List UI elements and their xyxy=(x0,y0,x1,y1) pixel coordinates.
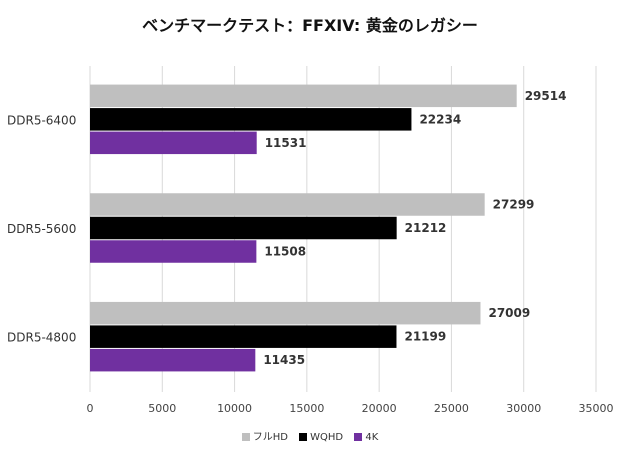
data-label: 21199 xyxy=(404,330,446,344)
x-tick-label: 5000 xyxy=(148,402,176,415)
legend-swatch-4k xyxy=(354,432,363,441)
legend-swatch-fullhd xyxy=(241,432,250,441)
bar xyxy=(90,131,257,155)
x-tick-label: 0 xyxy=(87,402,94,415)
legend-item-4k: 4K xyxy=(354,432,378,443)
legend: フルHD WQHD 4K xyxy=(0,428,620,443)
legend-label-4k: 4K xyxy=(365,432,379,443)
legend-label-fullhd: フルHD xyxy=(252,432,288,443)
data-label: 29514 xyxy=(525,89,567,103)
bar xyxy=(90,325,397,348)
data-label: 27009 xyxy=(488,306,530,320)
x-tick-label: 15000 xyxy=(289,402,324,415)
x-tick-label: 35000 xyxy=(579,402,614,415)
data-label: 11531 xyxy=(265,136,307,150)
x-tick-label: 20000 xyxy=(362,402,397,415)
category-label: DDR5-4800 xyxy=(7,331,76,345)
legend-item-wqhd: WQHD xyxy=(299,432,343,443)
data-label: 11508 xyxy=(264,245,306,259)
x-tick-label: 25000 xyxy=(434,402,469,415)
data-label: 21212 xyxy=(405,221,447,235)
bar xyxy=(90,348,256,372)
x-tick-label: 10000 xyxy=(217,402,252,415)
data-label: 27299 xyxy=(493,198,535,212)
category-label: DDR5-5600 xyxy=(7,222,76,236)
legend-label-wqhd: WQHD xyxy=(310,432,344,443)
legend-swatch-wqhd xyxy=(299,432,308,441)
bar xyxy=(90,193,485,216)
chart-title: ベンチマークテスト：FFXIV: 黄金のレガシー xyxy=(142,16,478,35)
bar xyxy=(90,84,517,108)
data-label: 11435 xyxy=(263,353,305,367)
bar xyxy=(90,301,481,325)
bars xyxy=(90,84,517,372)
x-tick-label: 30000 xyxy=(506,402,541,415)
bar xyxy=(90,108,412,131)
bar xyxy=(90,240,257,263)
legend-item-fullhd: フルHD xyxy=(241,428,288,443)
category-label: DDR5-6400 xyxy=(7,113,76,127)
labels: 0 5000 10000 15000 20000 25000 30000 35000 DDR5-… xyxy=(7,89,614,415)
bar xyxy=(90,216,397,240)
data-label: 22234 xyxy=(419,112,461,126)
